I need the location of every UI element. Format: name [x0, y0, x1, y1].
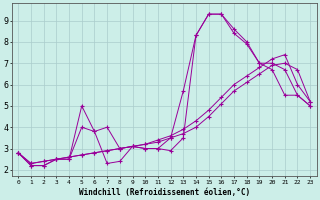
X-axis label: Windchill (Refroidissement éolien,°C): Windchill (Refroidissement éolien,°C): [79, 188, 250, 197]
